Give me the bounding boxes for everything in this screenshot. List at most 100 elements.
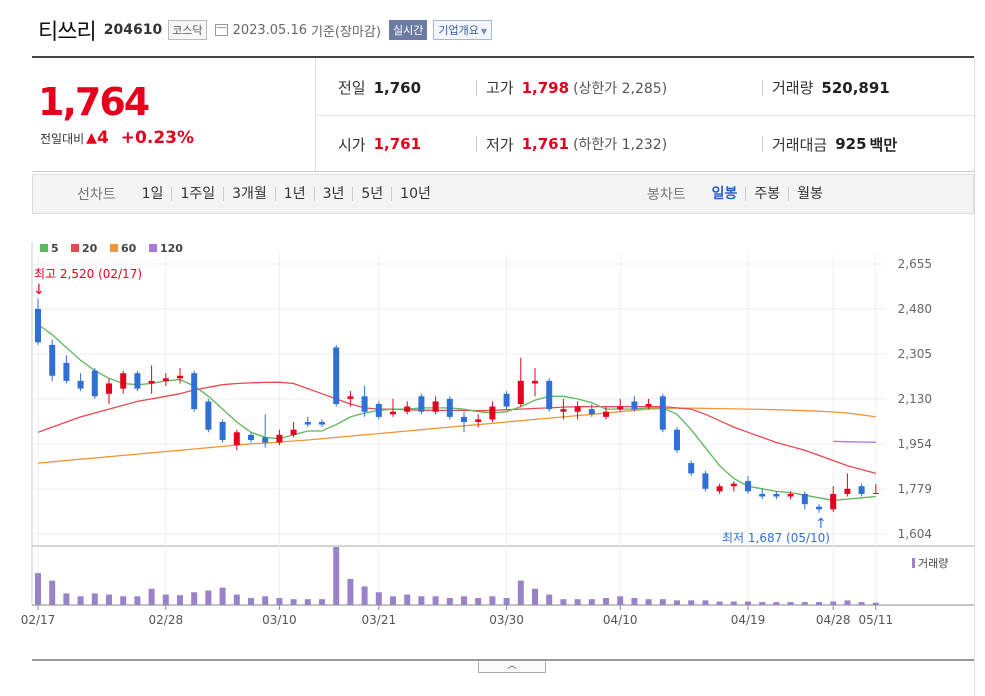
open-label: 시가 [338,135,366,154]
tab-3m[interactable]: 3개월 [223,187,275,201]
candle-body [858,486,865,494]
volume-bar [390,596,396,605]
volume-bar [446,598,453,605]
tab-5y[interactable]: 5년 [352,187,391,201]
quote-row-1: 전일 1,760 고가 1,798 (상한가 2,285) 거래량 520,891 [316,60,974,116]
candle-body [787,493,794,497]
candle-body [319,421,325,425]
volume-bar [461,596,467,605]
candle-body [248,434,254,440]
ma120-line [833,440,876,443]
volume-bar [134,596,141,605]
candle-body [375,404,382,417]
trade-value-unit: 백만 [869,135,898,154]
volume-bar [844,600,851,605]
candle-body [418,396,425,412]
candle-body [688,463,695,474]
candle-body [77,380,84,389]
candle-chart-tabs: 봉차트 일봉 주봉 월봉 [647,175,831,213]
volume-bar [233,594,240,605]
low-label: 저가 [486,135,514,154]
volume-bar [560,599,567,605]
prev-close-label: 전일 [338,79,366,97]
open-value: 1,761 [373,135,422,153]
candle-body [191,373,198,410]
candle-body [716,486,723,492]
candle-body [304,421,311,425]
collapse-button[interactable]: ︿ [478,661,546,673]
volume-bar [304,599,311,605]
candle-body [588,409,595,415]
candle-body [517,380,524,405]
volume-bar [574,599,581,605]
lower-limit: (하한가 1,232) [573,137,668,153]
volume-bar [276,598,283,605]
volume-bar [830,601,837,605]
legend-swatch [71,244,79,252]
company-info-dropdown[interactable]: 기업개요 ▼ [433,20,492,40]
tab-3y[interactable]: 3년 [313,187,353,201]
current-price-panel: 1,764 전일대비 ▲ 4 +0.23% [32,58,316,171]
volume-bar [63,593,70,605]
volume-bar [49,580,56,605]
tab-1y[interactable]: 1년 [274,187,314,201]
volume-bar [219,587,226,605]
quote-details: 전일 1,760 고가 1,798 (상한가 2,285) 거래량 520,891 시가… [316,58,974,171]
change-percent: +0.23% [120,128,195,148]
volume-bar [603,598,609,605]
realtime-button[interactable]: 실시간 [388,20,428,40]
tab-1d[interactable]: 1일 [141,186,164,202]
line-chart-title: 선차트 [77,187,116,203]
tab-monthly[interactable]: 월봉 [788,187,831,201]
up-arrow-icon: ↑ [815,516,827,532]
tab-1w[interactable]: 1주일 [171,187,223,201]
volume-bar [532,588,538,605]
prev-close: 전일 1,760 [338,77,421,98]
volume-bar [816,602,822,605]
current-price: 1,764 [38,80,150,124]
x-tick-label: 03/21 [362,613,397,627]
open-price: 시가 1,761 [338,134,421,155]
high-value: 1,798 [521,78,570,97]
tab-10y[interactable]: 10년 [391,187,439,201]
x-tick-label: 04/28 [816,613,851,627]
candle-body [617,406,624,410]
change-row: 전일대비 ▲ 4 +0.23% [40,128,194,148]
candle-body [659,396,666,430]
volume-bar [404,594,411,605]
y-tick-label: 2,130 [898,392,932,406]
volume-bar [418,596,425,605]
candle-body [233,432,240,446]
volume-bar [858,602,865,605]
candle-body [872,492,879,494]
candle-body [830,493,837,510]
tab-daily[interactable]: 일봉 [711,186,738,202]
volume-bar [517,580,524,605]
x-tick-label: 04/19 [731,613,766,627]
candle-body [801,493,808,505]
tab-weekly[interactable]: 주봉 [745,187,788,201]
candle-body [290,429,297,435]
candle-body [816,506,822,510]
quote-basis: 기준(장마감) [311,24,381,40]
legend-label: 5 [51,242,59,255]
candlestick-chart: 2,655 2,480 2,305 2,130 1,954 1,779 1,604 02/17… [21,242,974,627]
candle-body [91,370,98,397]
candle-body [546,380,553,410]
volume-value: 520,891 [821,78,890,97]
y-tick-label: 1,954 [898,437,932,451]
company-info-label: 기업개요 [438,24,479,37]
candle-body [489,406,496,420]
down-arrow-icon: ↓ [33,282,45,298]
change-amount: 4 [96,128,109,148]
volume-bar [674,600,680,605]
volume-label: 거래량 [772,79,814,97]
volume-bar [645,599,652,605]
candle-body [276,434,283,443]
candle-body [475,419,482,422]
chevron-down-icon: ▼ [480,27,487,36]
legend-label: 20 [82,242,98,255]
x-tick-label: 03/30 [489,613,524,627]
x-tick-label: 02/28 [149,613,184,627]
volume-bar [702,600,709,605]
